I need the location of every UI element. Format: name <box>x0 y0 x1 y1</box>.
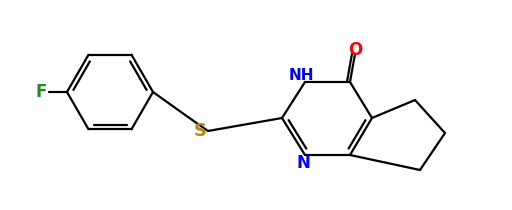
Text: O: O <box>348 41 362 59</box>
Text: S: S <box>194 122 206 140</box>
Text: F: F <box>35 83 47 101</box>
Text: N: N <box>296 154 310 172</box>
Text: NH: NH <box>288 68 314 84</box>
